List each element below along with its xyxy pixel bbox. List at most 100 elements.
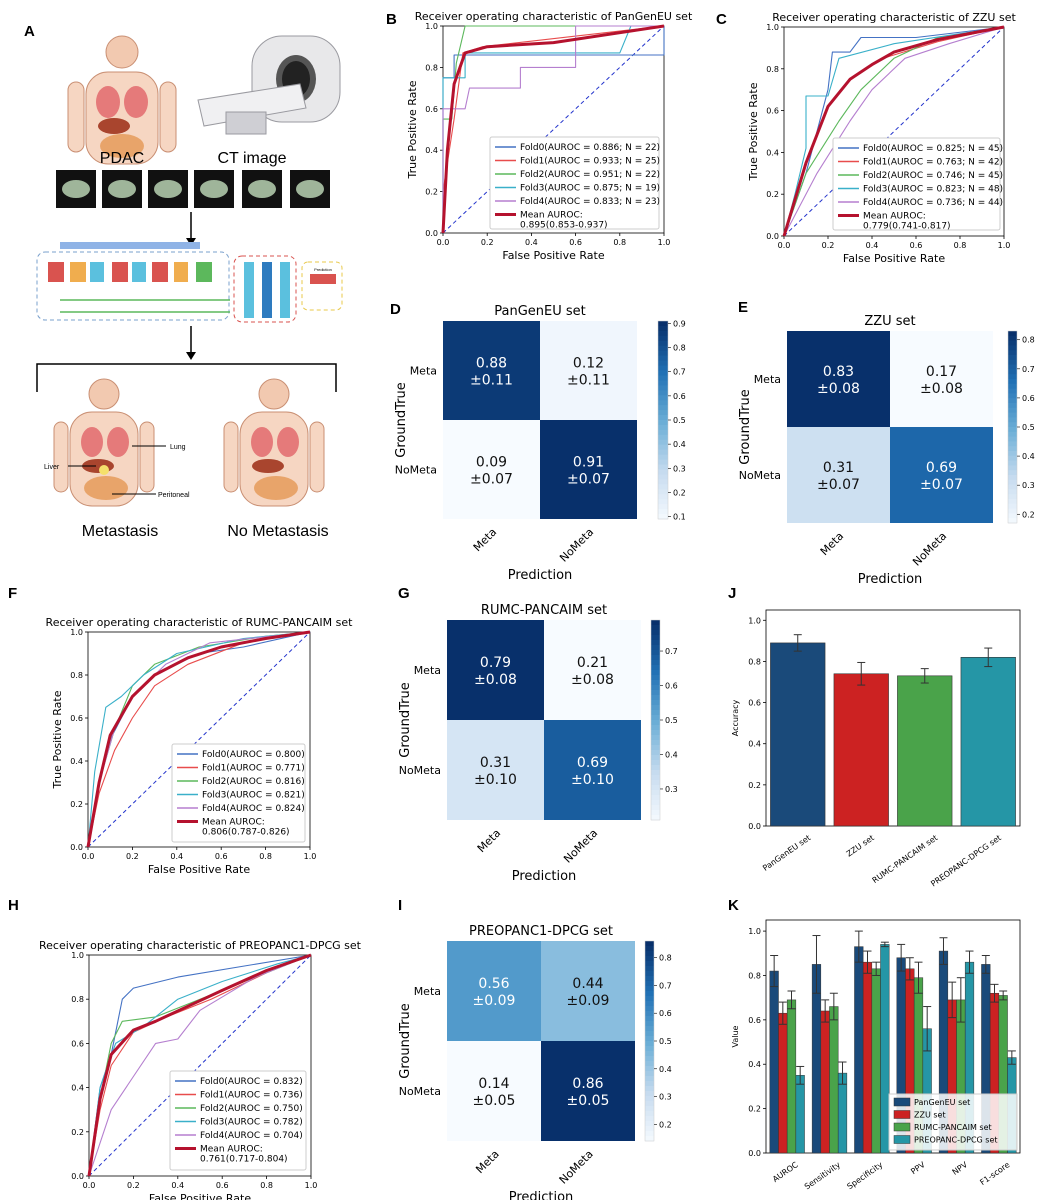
colorbar-segment (658, 514, 668, 520)
chart-title: Receiver operating characteristic of Pan… (415, 10, 693, 23)
y-tick-label: 0.0 (748, 1149, 761, 1158)
cell-std: ±0.08 (474, 672, 517, 688)
x-tick-label: F1-score (978, 1160, 1011, 1187)
colorbar-segment (658, 380, 668, 386)
colorbar-segment (658, 370, 668, 376)
colorbar-segment (645, 946, 654, 952)
bar (897, 675, 953, 827)
x-tick-label: 0.2 (127, 1181, 140, 1190)
y-tick-label: 1.0 (766, 23, 779, 32)
colorbar-segment (651, 680, 660, 686)
no-metastasis-label: No Metastasis (227, 523, 328, 540)
ct-scanner-icon (197, 35, 341, 135)
cell-value: 0.21 (577, 655, 608, 671)
colorbar-segment (651, 815, 660, 821)
colorbar-segment (651, 795, 660, 801)
colorbar-segment (658, 499, 668, 505)
roc-series-line (86, 630, 311, 848)
y-tick-label: 0.8 (748, 657, 761, 666)
legend-label: Fold0(AUROC = 0.800) (202, 750, 305, 760)
matrix-cell (447, 720, 544, 820)
matrix-cell (443, 420, 540, 519)
colorbar-segment (1008, 489, 1017, 495)
colorbar-segment (645, 1021, 654, 1027)
cell-value: 0.91 (573, 455, 604, 471)
colorbar-segment (1008, 398, 1017, 404)
x-axis-label: Prediction (858, 572, 923, 587)
col-label: NoMeta (910, 530, 949, 569)
x-tick-label: 0.0 (778, 241, 791, 250)
colorbar-tick-label: 0.4 (665, 750, 678, 759)
x-tick-label: 0.8 (954, 241, 967, 250)
body-illustration-icon (67, 35, 177, 165)
y-tick-label: 1.0 (70, 628, 83, 637)
legend-label: Fold2(AUROC = 0.816) (202, 777, 305, 787)
x-tick-label: 0.8 (613, 238, 626, 247)
x-axis-label: Prediction (509, 1190, 574, 1200)
colorbar-segment (651, 695, 660, 701)
colorbar-segment (1008, 345, 1017, 351)
legend-label: Fold4(AUROC = 0.736; N = 44) (863, 198, 1003, 208)
colorbar-segment (651, 690, 660, 696)
y-tick-label: 0.2 (748, 1105, 761, 1114)
y-axis-label: GroundTrue (398, 1003, 413, 1078)
bar (778, 1012, 788, 1154)
y-tick-label: 0.8 (70, 671, 83, 680)
y-tick-label: 0.0 (71, 1172, 84, 1181)
cell-std: ±0.11 (470, 373, 513, 389)
colorbar-segment (1008, 470, 1017, 476)
colorbar-segment (658, 449, 668, 456)
legend-label: Fold3(AUROC = 0.821) (202, 791, 305, 801)
colorbar-tick-label: 0.7 (665, 647, 678, 656)
colorbar-segment (651, 705, 660, 711)
panel-label-c: C (716, 11, 727, 28)
matrix-cell (890, 331, 993, 427)
colorbar-segment (658, 420, 668, 426)
legend-label: Mean AUROC: (520, 211, 583, 221)
legend-label: 0.761(0.717-0.804) (200, 1155, 288, 1165)
colorbar-segment (1008, 388, 1017, 394)
bar (820, 1010, 830, 1154)
x-axis-label: False Positive Rate (149, 1192, 251, 1200)
colorbar-segment (645, 976, 654, 982)
colorbar-segment (651, 755, 660, 761)
x-axis-label: Prediction (512, 869, 577, 884)
legend-label: ZZU set (914, 1111, 946, 1120)
col-label: Meta (475, 827, 504, 856)
roc-series-line (87, 631, 311, 848)
cell-value: 0.12 (573, 356, 604, 372)
colorbar-segment (651, 745, 660, 751)
colorbar-tick-label: 0.9 (673, 319, 686, 328)
colorbar-segment (1008, 374, 1017, 380)
x-tick-label: 0.4 (171, 1181, 184, 1190)
y-tick-label: 0.4 (71, 1084, 84, 1093)
x-tick-label: AUROC (771, 1160, 800, 1184)
y-tick-label: 0.6 (70, 714, 83, 723)
cell-value: 0.69 (577, 755, 608, 771)
roc-chart-rumc: Receiver operating characteristic of RUM… (46, 616, 354, 876)
panel-label-b: B (386, 11, 397, 28)
roc-series-line (88, 954, 312, 1177)
y-tick-label: 0.0 (425, 229, 438, 238)
colorbar-tick-label: 0.8 (659, 954, 672, 963)
colorbar-segment (645, 1036, 654, 1042)
colorbar-tick-label: 0.8 (1022, 336, 1035, 345)
panel-label-h: H (8, 897, 19, 914)
y-tick-label: 0.4 (70, 757, 83, 766)
x-tick-label: 1.0 (998, 241, 1011, 250)
y-tick-label: 0.8 (766, 65, 779, 74)
matrix-cell (544, 620, 641, 720)
colorbar-tick-label: 0.7 (1022, 365, 1035, 374)
bar (854, 946, 864, 1154)
x-tick-label: 0.4 (866, 241, 879, 250)
colorbar-segment (651, 735, 660, 741)
colorbar-segment (658, 360, 668, 367)
colorbar-segment (1008, 340, 1017, 346)
legend-box (171, 743, 306, 843)
lung-label: Lung (170, 444, 186, 451)
colorbar-segment (1008, 393, 1017, 399)
colorbar-tick-label: 0.6 (665, 682, 678, 691)
colorbar-segment (651, 760, 660, 766)
colorbar-segment (645, 1061, 654, 1067)
bar (960, 657, 1016, 827)
